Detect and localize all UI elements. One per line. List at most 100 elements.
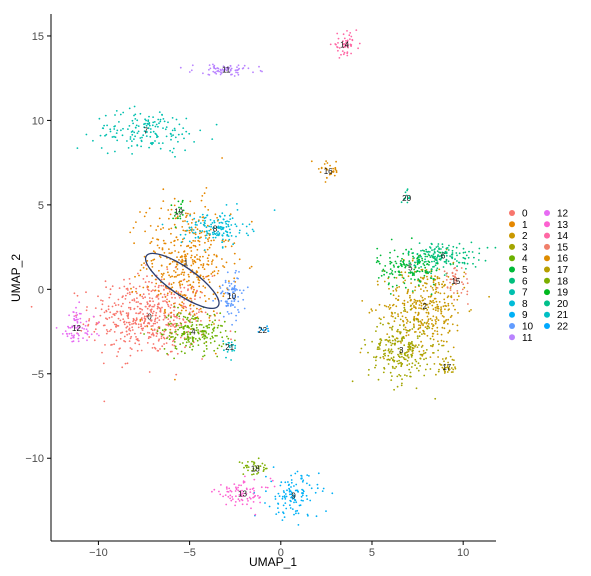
y-axis-title: UMAP_2 [9, 254, 23, 302]
cell-point [427, 311, 430, 314]
cell-point [197, 317, 200, 320]
cell-point [465, 254, 468, 257]
cell-point [165, 135, 168, 138]
cell-point [289, 507, 292, 509]
cell-point [337, 42, 339, 44]
cell-point [251, 488, 254, 490]
cell-point [423, 330, 425, 333]
cell-point [189, 303, 192, 306]
cluster-7-points [76, 105, 218, 158]
cell-point [103, 124, 105, 127]
cell-point [264, 486, 267, 489]
cell-point [151, 325, 154, 327]
cell-point [192, 304, 195, 307]
cell-point [453, 298, 456, 301]
legend-item-15: 15 [544, 242, 569, 253]
cell-point [390, 327, 393, 329]
cell-point [187, 330, 190, 333]
cell-point [456, 260, 458, 262]
cell-point [151, 305, 154, 308]
cell-point [430, 270, 433, 273]
cell-point [227, 491, 230, 493]
cell-point [143, 320, 146, 323]
cell-point [449, 281, 451, 284]
cell-point [375, 330, 377, 332]
cell-point [94, 328, 97, 331]
cell-point [281, 519, 284, 521]
cell-point [273, 209, 276, 212]
cell-point [384, 352, 386, 355]
legend-item-14: 14 [544, 231, 569, 242]
cell-point [196, 248, 199, 251]
cell-point [431, 249, 433, 252]
cell-point [434, 319, 437, 321]
cell-point [98, 334, 100, 337]
cell-point [445, 247, 448, 250]
cell-point [138, 343, 141, 346]
cell-point [158, 319, 161, 321]
cell-point [148, 123, 151, 125]
cell-point [218, 232, 221, 235]
cell-point [178, 123, 181, 126]
cell-point [438, 368, 440, 371]
cell-point [409, 265, 412, 268]
cell-point [247, 466, 250, 468]
cell-point [213, 221, 216, 224]
cell-point [177, 306, 179, 309]
cell-point [207, 274, 210, 277]
cell-point [144, 318, 147, 320]
cell-point [412, 255, 414, 258]
cell-point [332, 170, 335, 173]
cell-point [400, 342, 402, 344]
cell-point [170, 204, 173, 207]
cell-point [181, 283, 184, 286]
cell-point [145, 124, 148, 127]
cell-point [486, 246, 489, 249]
cell-point [208, 68, 210, 71]
cell-point [157, 294, 160, 296]
legend-item-1: 1 [509, 220, 528, 231]
cell-point [221, 336, 224, 339]
cell-point [391, 328, 393, 331]
cell-point [123, 285, 126, 288]
cell-point [199, 222, 202, 225]
cell-point [178, 274, 181, 276]
cell-point [413, 298, 416, 301]
cell-point [433, 363, 436, 365]
cell-point [226, 302, 229, 305]
cell-point [422, 299, 425, 302]
cell-point [444, 363, 447, 366]
cell-point [349, 32, 352, 34]
cell-point [395, 305, 398, 308]
cell-point [208, 229, 211, 232]
cell-point [329, 164, 331, 167]
cell-point [216, 291, 219, 294]
cell-point [466, 278, 468, 280]
cell-point [437, 281, 440, 284]
cell-point [180, 244, 182, 247]
cell-point [398, 274, 400, 276]
cell-point [277, 503, 280, 505]
cell-point [219, 287, 222, 289]
cell-point [156, 349, 159, 352]
cell-point [391, 342, 394, 345]
legend-item-21: 21 [544, 310, 569, 321]
cell-point [436, 257, 438, 259]
cell-point [229, 489, 232, 492]
cell-point [162, 318, 165, 321]
cell-point [213, 67, 216, 70]
cell-point [191, 348, 194, 351]
cell-point [315, 515, 318, 518]
cell-point [177, 133, 180, 136]
legend-item-11: 11 [509, 333, 533, 344]
cell-point [436, 333, 439, 335]
cell-point [197, 329, 200, 331]
cell-point [289, 499, 292, 502]
cell-point [233, 252, 236, 255]
cell-point [281, 497, 284, 500]
cell-point [180, 309, 183, 312]
cell-point [211, 259, 214, 261]
cell-point [163, 252, 166, 254]
cell-point [142, 286, 145, 289]
cell-point [445, 340, 448, 343]
